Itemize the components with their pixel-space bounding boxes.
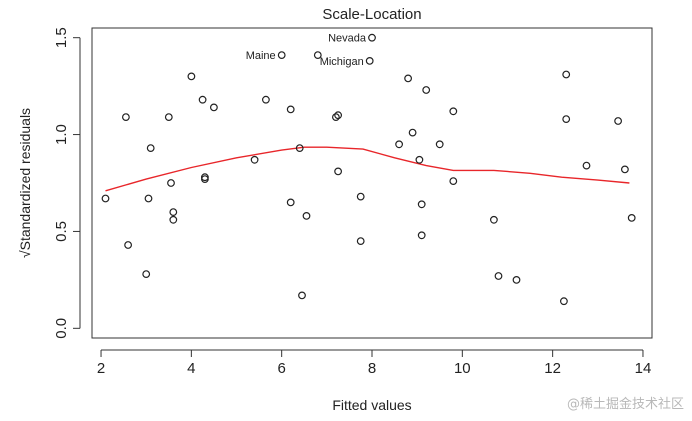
x-tick-label: 12 (544, 360, 561, 377)
y-axis: 0.0 0.5 1.0 1.5 (53, 27, 81, 339)
data-point (417, 200, 426, 209)
data-point (494, 272, 503, 280)
x-tick-label: 10 (454, 360, 471, 377)
data-point (449, 177, 458, 186)
data-point (164, 113, 173, 121)
data-point (435, 140, 444, 149)
x-tick-label: 2 (97, 360, 105, 377)
smooth-line (105, 146, 630, 192)
x-axis-label: Fitted values (332, 397, 411, 413)
data-point (142, 270, 151, 279)
data-point (415, 155, 424, 164)
point-annotation: Michigan (320, 56, 364, 68)
data-point (313, 51, 322, 59)
data-point (404, 74, 413, 83)
data-point (614, 117, 622, 125)
y-tick-label: 0.0 (53, 318, 70, 339)
data-point (395, 140, 404, 149)
data-point (562, 115, 571, 123)
data-point (356, 237, 365, 246)
data-point (627, 213, 636, 222)
x-tick-label: 8 (368, 360, 376, 377)
data-point (144, 194, 153, 203)
data-point (334, 111, 343, 120)
y-tick-label: 1.5 (53, 27, 70, 48)
data-point (121, 113, 130, 121)
data-point (286, 105, 295, 114)
data-point (512, 276, 521, 284)
data-point (169, 208, 178, 217)
y-tick-label: 0.5 (53, 221, 70, 242)
x-tick-label: 4 (187, 360, 195, 377)
data-point (332, 113, 340, 121)
data-point (167, 179, 175, 187)
data-point (422, 86, 431, 94)
data-point (198, 95, 207, 104)
data-point (356, 192, 365, 201)
data-point (209, 103, 218, 112)
points-layer (101, 33, 636, 306)
chart-title: Scale-Location (322, 6, 421, 23)
data-point (365, 57, 374, 65)
data-point (146, 144, 155, 153)
data-point (621, 165, 629, 174)
data-point (295, 144, 304, 153)
y-tick-label: 1.0 (53, 124, 70, 145)
data-point (169, 215, 178, 224)
data-point (562, 70, 571, 79)
data-point (449, 107, 458, 116)
data-point (368, 33, 376, 42)
data-point (408, 128, 417, 137)
data-point (124, 241, 133, 249)
data-point (334, 167, 343, 176)
data-point (560, 297, 568, 306)
data-point (187, 72, 196, 81)
point-annotation: Maine (246, 50, 276, 62)
data-point (417, 231, 426, 240)
data-point (101, 194, 110, 203)
data-point (286, 198, 295, 207)
data-point (298, 291, 306, 300)
x-axis: 2 4 6 8 10 12 14 (97, 349, 652, 377)
annotations-layer: Nevada Maine Michigan (246, 33, 367, 68)
plot-frame (91, 27, 653, 339)
data-point (302, 211, 311, 220)
watermark: @稀土掘金技术社区 (566, 397, 684, 412)
data-point (250, 155, 259, 164)
data-point (200, 175, 209, 184)
x-tick-label: 14 (635, 360, 652, 377)
point-annotation: Nevada (328, 33, 367, 45)
data-point (490, 215, 498, 224)
x-tick-label: 6 (278, 360, 286, 377)
y-axis-label: √Standardized residuals (17, 108, 33, 258)
data-point (277, 51, 286, 59)
data-point (262, 95, 270, 104)
data-point (582, 161, 591, 170)
